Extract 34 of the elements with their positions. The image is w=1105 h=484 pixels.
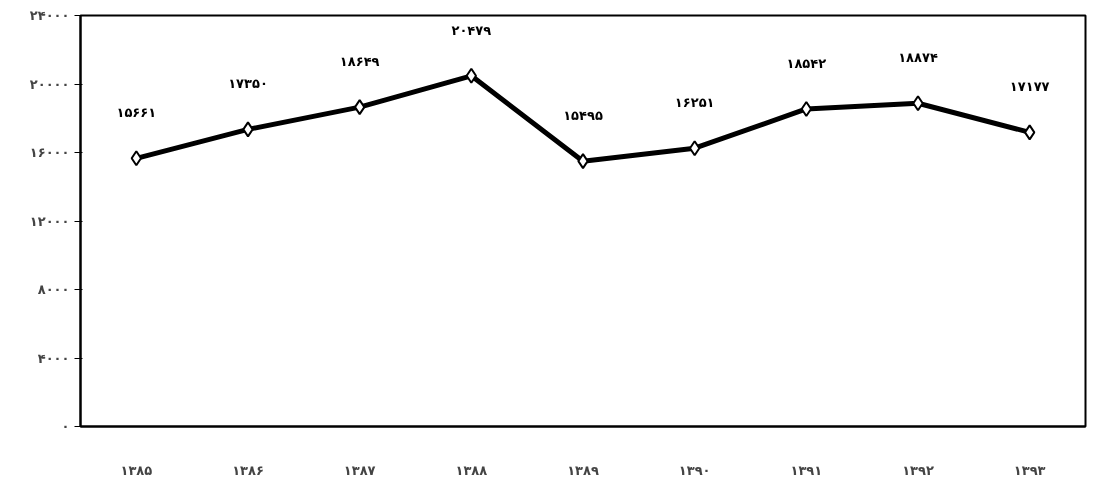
point bbox=[912, 95, 924, 112]
x-tick-label: ۱۳۸۶ bbox=[232, 462, 264, 478]
y-tick-label: ۸۰۰۰ bbox=[37, 282, 70, 297]
data-label: ۱۸۵۴۲ bbox=[786, 55, 827, 71]
point bbox=[577, 153, 589, 170]
data-label: ۱۸۶۴۹ bbox=[339, 54, 380, 70]
x-tick-label: ۱۳۹۲ bbox=[902, 462, 934, 478]
x-tick-label: ۱۳۹۰ bbox=[678, 462, 711, 478]
point bbox=[354, 99, 366, 116]
data-label: ۱۷۱۷۷ bbox=[1009, 79, 1050, 95]
y-tick-label: ۲۰۰۰۰ bbox=[29, 76, 70, 92]
y-tick-label: ۰ bbox=[61, 419, 70, 434]
point bbox=[242, 121, 254, 138]
y-tick-label: ۱۶۰۰۰ bbox=[29, 145, 70, 160]
x-tick-label: ۱۳۹۱ bbox=[790, 462, 823, 478]
data-label: ۲۰۴۷۹ bbox=[451, 22, 492, 38]
data-label: ۱۶۲۵۱ bbox=[674, 95, 715, 111]
x-tick-label: ۱۳۹۳ bbox=[1013, 462, 1046, 478]
point bbox=[800, 100, 812, 117]
x-tick-label: ۱۳۸۵ bbox=[120, 462, 153, 478]
point bbox=[1024, 124, 1036, 141]
data-label: ۱۸۸۷۴ bbox=[898, 50, 938, 66]
y-tick-label: ۴۰۰۰ bbox=[37, 350, 70, 366]
point bbox=[465, 67, 477, 84]
point bbox=[689, 140, 701, 157]
x-tick-label: ۱۳۸۹ bbox=[567, 462, 599, 478]
data-label: ۱۷۳۵۰ bbox=[228, 76, 268, 92]
x-tick-label: ۱۳۸۸ bbox=[455, 462, 488, 478]
point bbox=[130, 150, 142, 167]
data-label: ۱۵۶۶۱ bbox=[116, 105, 157, 121]
y-tick-label: ۲۴۰۰۰ bbox=[29, 8, 70, 23]
y-tick-label: ۱۲۰۰۰ bbox=[29, 213, 70, 229]
data-label: ۱۵۴۹۵ bbox=[563, 108, 603, 124]
x-tick-label: ۱۳۸۷ bbox=[343, 462, 376, 478]
